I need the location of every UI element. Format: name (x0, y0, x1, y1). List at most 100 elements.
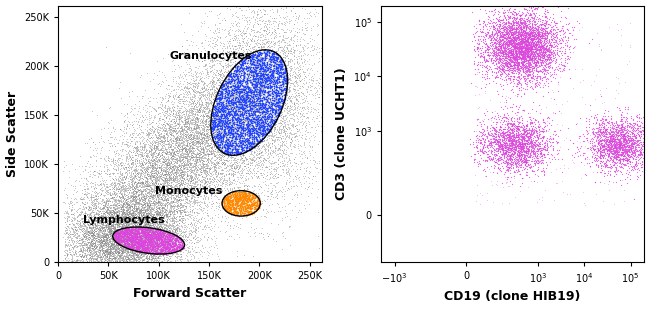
Point (67, 254, 77, 259)
Point (482, 66, 492, 71)
Point (254, 132, 265, 137)
Point (179, 160, 189, 165)
Point (127, 237, 137, 242)
Point (469, 48, 480, 53)
Point (250, 117, 261, 122)
Point (246, 92, 256, 97)
Point (497, 35, 508, 40)
Point (144, 236, 154, 241)
Point (293, 141, 304, 146)
Point (214, 179, 225, 184)
Point (586, 82, 596, 87)
Point (131, 240, 141, 245)
Point (254, 73, 265, 78)
Point (214, 116, 224, 121)
Point (226, 111, 236, 116)
Point (274, 135, 285, 140)
Point (96, 254, 107, 259)
Point (191, 130, 202, 135)
Point (151, 226, 162, 231)
Point (255, 41, 265, 46)
Point (230, 201, 240, 206)
Point (90, 236, 101, 241)
Point (181, 133, 191, 138)
Point (256, 106, 266, 111)
Point (211, 135, 221, 140)
Point (241, 158, 252, 163)
Point (294, 174, 304, 179)
Point (102, 243, 112, 248)
Point (472, 71, 482, 76)
Point (526, 153, 536, 158)
Point (221, 196, 231, 201)
Point (632, 141, 643, 146)
Point (528, 74, 539, 78)
Point (277, 119, 287, 124)
Point (177, 128, 187, 133)
Point (124, 233, 135, 238)
Point (199, 85, 209, 90)
Point (260, 40, 270, 45)
Point (186, 185, 196, 190)
Point (529, 41, 539, 46)
Point (614, 145, 624, 150)
Point (155, 170, 166, 175)
Point (532, 52, 543, 57)
Point (497, 130, 508, 135)
Point (151, 242, 162, 247)
Point (190, 195, 200, 200)
Point (240, 183, 251, 188)
Point (256, 109, 266, 114)
Point (291, 80, 301, 85)
Point (264, 129, 274, 134)
Point (207, 41, 217, 46)
Point (176, 171, 186, 176)
Point (508, 23, 519, 28)
Point (491, 61, 501, 66)
Point (495, 45, 505, 50)
Point (283, 76, 294, 81)
Point (125, 250, 135, 255)
Point (214, 122, 224, 127)
Point (514, 151, 524, 156)
Point (121, 225, 131, 230)
Point (258, 92, 268, 97)
Point (263, 53, 274, 58)
Point (124, 190, 134, 195)
Point (246, 93, 256, 98)
Point (240, 86, 251, 91)
Point (160, 177, 170, 182)
Point (133, 244, 144, 249)
Point (550, 53, 560, 58)
Point (133, 248, 143, 253)
Point (140, 210, 150, 215)
Point (101, 250, 112, 255)
Point (223, 137, 233, 142)
Point (183, 162, 193, 167)
Point (107, 236, 117, 241)
Point (232, 121, 242, 126)
Point (528, 51, 539, 56)
Point (168, 232, 179, 237)
Point (300, 97, 310, 102)
Point (114, 240, 125, 245)
Point (267, 160, 278, 165)
Point (128, 234, 138, 239)
Point (266, 117, 277, 122)
Point (508, 52, 518, 57)
Point (202, 87, 213, 92)
Point (164, 232, 175, 237)
Point (246, 118, 256, 123)
Point (170, 177, 180, 182)
Point (507, 104, 517, 109)
Point (188, 88, 198, 93)
Point (231, 118, 241, 123)
Point (265, 196, 275, 201)
Point (132, 220, 142, 225)
Point (127, 242, 138, 247)
Point (207, 113, 218, 118)
Point (231, 133, 241, 138)
Point (159, 225, 169, 230)
Point (178, 203, 188, 208)
Point (488, 44, 498, 49)
